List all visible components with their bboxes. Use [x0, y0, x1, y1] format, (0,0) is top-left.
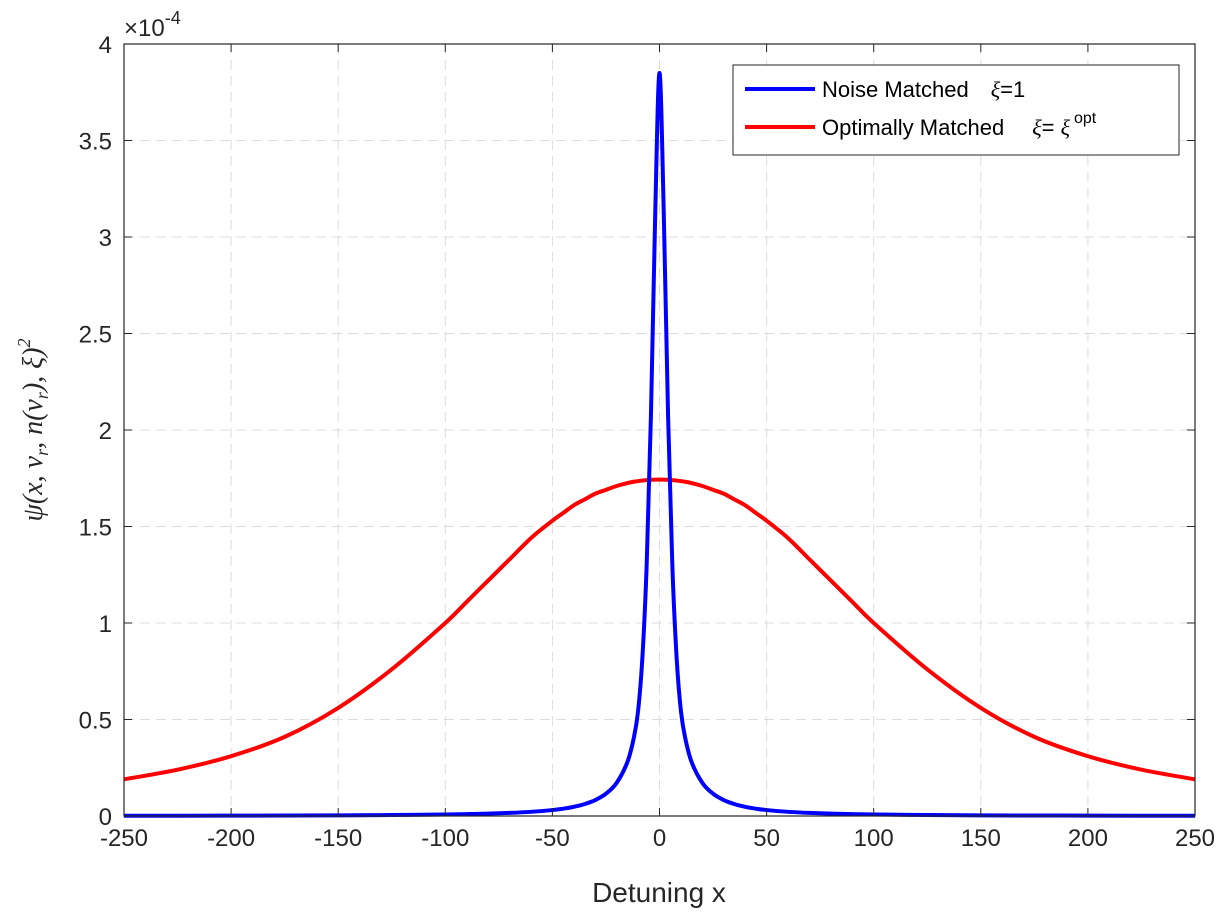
y-exponent-power: -4 [165, 8, 181, 28]
x-tick-label: -150 [314, 825, 362, 852]
legend-box [732, 64, 1180, 156]
x-tick-label: 250 [1175, 825, 1215, 852]
x-tick-label: 50 [753, 825, 780, 852]
y-label-psi: ψ [18, 504, 49, 522]
grid [124, 44, 1195, 816]
y-tick-label: 3.5 [79, 129, 112, 156]
x-tick-label: -200 [207, 825, 255, 852]
legend-noise-rest: =1 [1000, 77, 1025, 102]
y-label-end: ), ξ) [18, 347, 49, 394]
series-layer [123, 70, 1196, 818]
legend-noise-xi: ξ [991, 77, 1001, 102]
x-tick-label: 100 [854, 825, 894, 852]
x-tick-label: 0 [653, 825, 666, 852]
series-line-optimally-matched [123, 477, 1196, 782]
legend-opt-rest: = [1042, 115, 1061, 140]
x-tick-label: -100 [421, 825, 469, 852]
y-label-sub2: r [32, 391, 52, 399]
x-tick-label: -50 [535, 825, 570, 852]
y-tick-label: 0.5 [79, 708, 112, 735]
y-label-mid: , n(ν [18, 399, 49, 449]
legend-opt-xi2: ξ [1061, 115, 1071, 140]
y-exponent-times: ×10 [124, 15, 165, 42]
legend-label-noise-matched: Noise Matched ξ=1 [822, 77, 1025, 102]
legend-label-optimally-matched: Optimally Matched ξ= ξ opt [822, 110, 1097, 140]
ticks: -250 -200 -150 -100 -50 0 50 100 150 200 250 0 0.5 1 1… [79, 32, 1215, 852]
y-label-sup: 2 [14, 338, 34, 347]
y-label-args: (x, ν [18, 455, 49, 504]
legend-opt-xi: ξ [1032, 115, 1042, 140]
y-tick-label: 0 [99, 804, 112, 831]
legend: Noise Matched ξ=1 Optimally Matched ξ= ξ op… [732, 64, 1180, 156]
y-tick-label: 2 [99, 418, 112, 445]
x-tick-label: 200 [1068, 825, 1108, 852]
x-axis-label: Detuning x [592, 877, 726, 908]
y-tick-label: 2.5 [79, 322, 112, 349]
y-exponent-label: ×10-4 [124, 8, 181, 42]
y-tick-label: 4 [99, 32, 112, 59]
legend-opt-text: Optimally Matched [822, 115, 1004, 140]
y-axis-label: ψ(x, νr, n(νr), ξ)2 [14, 338, 52, 521]
legend-opt-sup: opt [1074, 110, 1097, 127]
x-tick-label: 150 [961, 825, 1001, 852]
y-tick-label: 3 [99, 225, 112, 252]
legend-noise-text: Noise Matched [822, 77, 969, 102]
y-tick-label: 1.5 [79, 515, 112, 542]
x-tick-label: -250 [100, 825, 148, 852]
y-label-sub1: r [32, 448, 52, 456]
series-line-noise-matched [123, 70, 1196, 818]
y-tick-label: 1 [99, 611, 112, 638]
